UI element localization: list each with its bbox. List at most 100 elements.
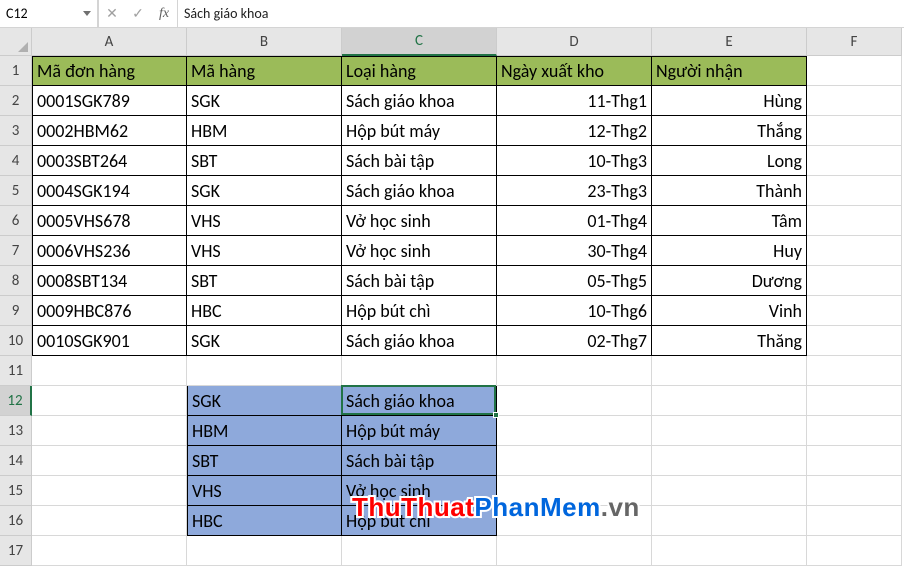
cell[interactable]: 30-Thg4 [497, 236, 652, 266]
cell[interactable] [807, 176, 902, 206]
row-header[interactable]: 15 [0, 476, 32, 506]
cell[interactable] [652, 476, 807, 506]
cell[interactable] [807, 416, 902, 446]
cell[interactable]: 0003SBT264 [32, 146, 187, 176]
cell[interactable]: 0009HBC876 [32, 296, 187, 326]
cell[interactable]: Hộp bút máy [342, 416, 497, 446]
cell[interactable] [807, 326, 902, 356]
cell[interactable]: Huy [652, 236, 807, 266]
row-header[interactable]: 14 [0, 446, 32, 476]
column-header[interactable]: A [32, 28, 187, 56]
row-header[interactable]: 13 [0, 416, 32, 446]
cell[interactable]: HBC [187, 506, 342, 536]
row-header[interactable]: 3 [0, 116, 32, 146]
cell[interactable] [807, 116, 902, 146]
cell[interactable]: Vở học sinh [342, 476, 497, 506]
cell[interactable]: 10-Thg3 [497, 146, 652, 176]
row-header[interactable]: 2 [0, 86, 32, 116]
row-header[interactable]: 9 [0, 296, 32, 326]
cell[interactable]: Thắng [652, 116, 807, 146]
column-header[interactable]: D [497, 28, 652, 56]
cell[interactable] [187, 536, 342, 566]
cell[interactable] [342, 536, 497, 566]
cell[interactable] [652, 386, 807, 416]
cell[interactable] [497, 506, 652, 536]
cell[interactable]: Long [652, 146, 807, 176]
select-all-corner[interactable] [0, 28, 32, 56]
cell[interactable]: 0004SGK194 [32, 176, 187, 206]
cell[interactable]: VHS [187, 236, 342, 266]
cell[interactable]: 0001SGK789 [32, 86, 187, 116]
cell[interactable]: Sách bài tập [342, 446, 497, 476]
row-header[interactable]: 10 [0, 326, 32, 356]
cell[interactable]: 05-Thg5 [497, 266, 652, 296]
cell[interactable]: Sách giáo khoa [342, 176, 497, 206]
cell[interactable] [32, 356, 187, 386]
row-header[interactable]: 16 [0, 506, 32, 536]
row-header[interactable]: 4 [0, 146, 32, 176]
cell[interactable] [497, 446, 652, 476]
column-header[interactable]: C [342, 28, 497, 56]
cell[interactable]: Dương [652, 266, 807, 296]
cell[interactable]: Thành [652, 176, 807, 206]
cell[interactable] [342, 356, 497, 386]
cell[interactable] [807, 446, 902, 476]
cell[interactable] [497, 416, 652, 446]
cell[interactable]: Hộp bút chì [342, 506, 497, 536]
cell[interactable]: Vở học sinh [342, 206, 497, 236]
cell[interactable]: SGK [187, 326, 342, 356]
cell[interactable] [497, 356, 652, 386]
cell[interactable]: Ngày xuất kho [497, 56, 652, 86]
cell[interactable]: VHS [187, 206, 342, 236]
cell[interactable]: HBC [187, 296, 342, 326]
row-header[interactable]: 12 [0, 386, 32, 416]
cell[interactable]: 10-Thg6 [497, 296, 652, 326]
cell[interactable]: 11-Thg1 [497, 86, 652, 116]
cell[interactable]: Vinh [652, 296, 807, 326]
confirm-formula-button[interactable]: ✓ [125, 0, 151, 27]
cell[interactable]: Sách bài tập [342, 146, 497, 176]
cell[interactable] [652, 536, 807, 566]
cell[interactable] [807, 506, 902, 536]
cell[interactable]: Sách bài tập [342, 266, 497, 296]
cell[interactable]: SBT [187, 266, 342, 296]
cell[interactable] [32, 506, 187, 536]
cell[interactable] [652, 446, 807, 476]
cell[interactable] [652, 356, 807, 386]
cell[interactable]: Tâm [652, 206, 807, 236]
cell[interactable] [187, 356, 342, 386]
column-header[interactable]: E [652, 28, 807, 56]
cell[interactable]: 0002HBM62 [32, 116, 187, 146]
formula-input[interactable]: Sách giáo khoa [178, 5, 904, 22]
cell[interactable] [807, 476, 902, 506]
cell[interactable] [32, 476, 187, 506]
cell[interactable] [807, 296, 902, 326]
row-header[interactable]: 11 [0, 356, 32, 386]
cell[interactable] [32, 536, 187, 566]
cell[interactable]: HBM [187, 116, 342, 146]
cell[interactable] [497, 476, 652, 506]
cell[interactable] [807, 236, 902, 266]
column-header[interactable]: B [187, 28, 342, 56]
cell[interactable]: SGK [187, 86, 342, 116]
cell[interactable] [32, 446, 187, 476]
row-header[interactable]: 17 [0, 536, 32, 566]
cell[interactable]: VHS [187, 476, 342, 506]
row-header[interactable]: 5 [0, 176, 32, 206]
name-box[interactable]: C12 [0, 0, 98, 27]
cell[interactable] [652, 416, 807, 446]
cell[interactable]: Hùng [652, 86, 807, 116]
cell[interactable]: SBT [187, 146, 342, 176]
cell[interactable] [807, 266, 902, 296]
cancel-formula-button[interactable]: ✕ [99, 0, 125, 27]
cell[interactable]: Hộp bút chì [342, 296, 497, 326]
cell[interactable]: Hộp bút máy [342, 116, 497, 146]
cell[interactable] [652, 506, 807, 536]
row-header[interactable]: 1 [0, 56, 32, 86]
cell[interactable] [807, 206, 902, 236]
cell[interactable]: Sách giáo khoa [342, 326, 497, 356]
cell[interactable]: SBT [187, 446, 342, 476]
cell[interactable]: Mã đơn hàng [32, 56, 187, 86]
cell[interactable] [807, 86, 902, 116]
row-header[interactable]: 7 [0, 236, 32, 266]
